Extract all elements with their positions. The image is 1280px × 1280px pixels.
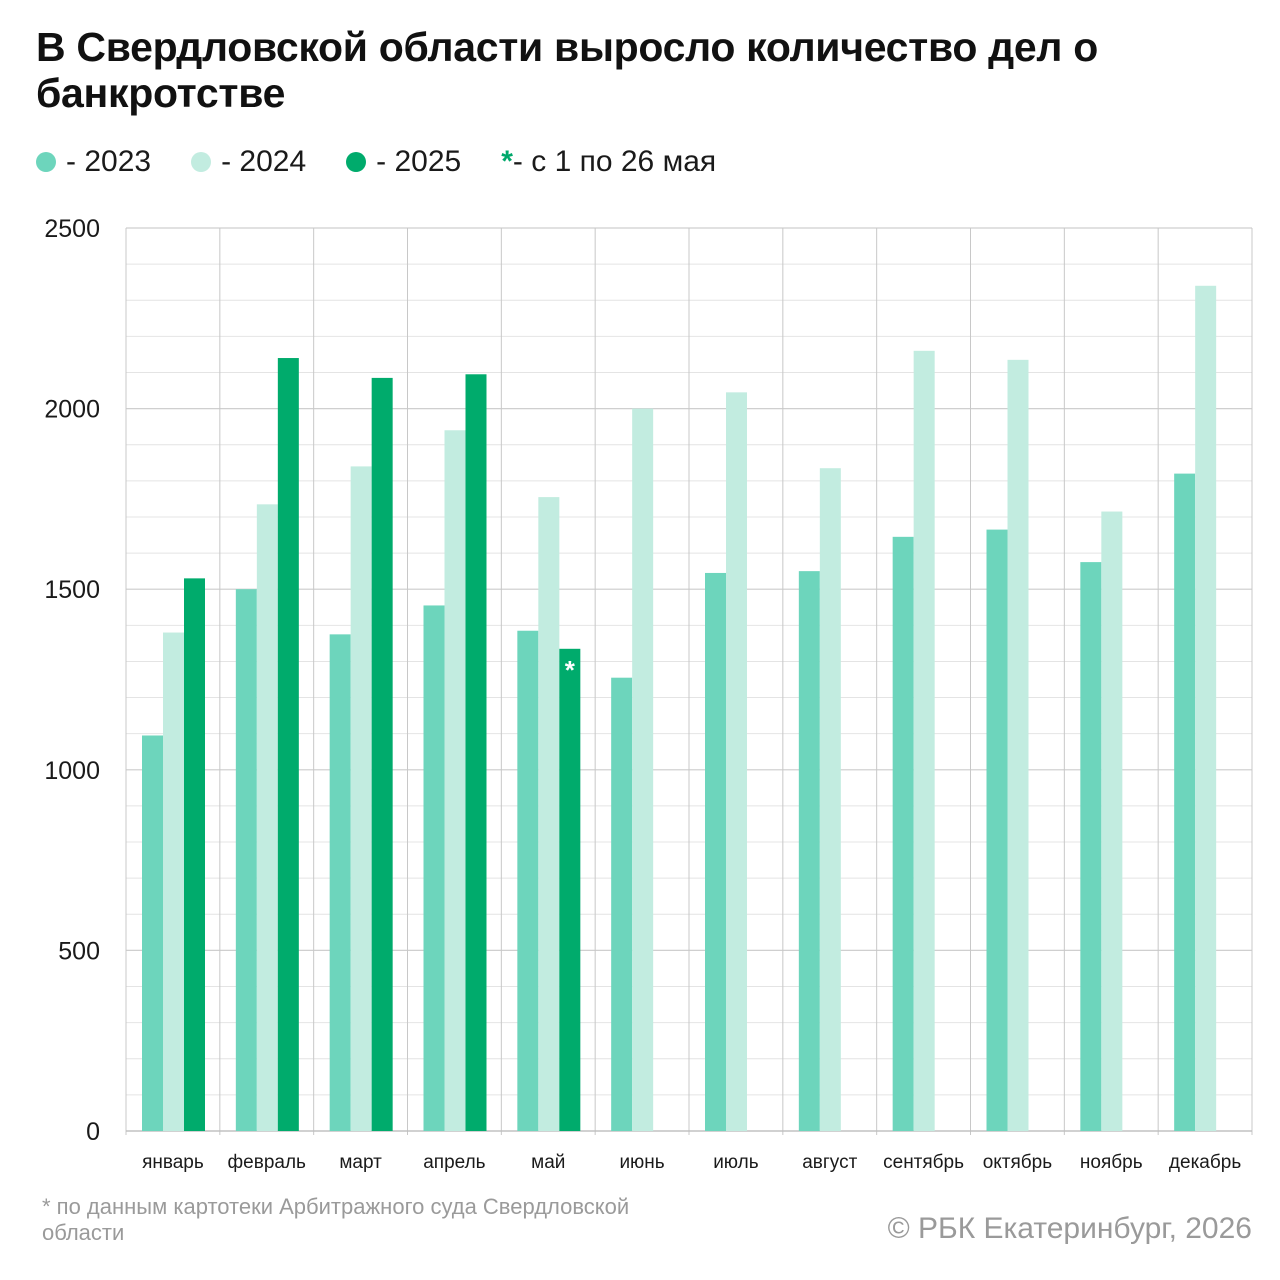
bar [350, 466, 372, 1132]
legend-swatch-2023 [36, 152, 56, 172]
bar [444, 430, 466, 1132]
bar [277, 358, 299, 1132]
y-tick-label: 2000 [44, 396, 100, 424]
bar [726, 392, 747, 1131]
bar [1195, 285, 1217, 1131]
legend-note-star: * [501, 145, 513, 178]
bar [986, 529, 1008, 1131]
bar [611, 677, 633, 1131]
bar-annotation: * [565, 655, 576, 685]
legend-note: * - с 1 по 26 мая [501, 145, 716, 179]
bar [256, 504, 278, 1131]
y-tick-label: 0 [86, 1118, 100, 1146]
y-tick-label: 1500 [44, 576, 100, 604]
bar [798, 571, 820, 1131]
legend-item-2023: - 2023 [36, 145, 151, 179]
bar [235, 589, 257, 1131]
footnote: * по данным картотеки Арбитражного суда … [42, 1194, 630, 1245]
legend-item-2024: - 2024 [191, 145, 306, 179]
x-tick-label: август [802, 1152, 857, 1173]
bar [142, 735, 163, 1131]
bar [1174, 473, 1196, 1132]
y-tick-label: 2500 [44, 215, 100, 243]
bar [517, 630, 539, 1131]
legend-label-2023: - 2023 [66, 145, 152, 178]
bar [559, 648, 581, 1131]
x-tick-label: сентябрь [883, 1152, 964, 1173]
legend: - 2023 - 2024 - 2025 * - с 1 по 26 мая [36, 140, 716, 184]
legend-label-2024: - 2024 [221, 145, 307, 178]
legend-swatch-2024 [191, 152, 212, 172]
bar [465, 374, 487, 1131]
x-tick-label: ноябрь [1080, 1152, 1143, 1173]
bar [1007, 359, 1029, 1131]
bar [892, 536, 914, 1131]
bar [705, 572, 726, 1131]
x-tick-label: октябрь [983, 1152, 1053, 1173]
legend-item-2025: - 2025 [346, 145, 461, 179]
x-tick-label: июль [713, 1152, 759, 1173]
x-tick-label: январь [142, 1152, 204, 1173]
y-tick-label: 500 [58, 937, 100, 965]
bar [184, 578, 205, 1131]
y-tick-label: 1000 [44, 757, 100, 785]
bar [819, 468, 841, 1131]
x-tick-label: май [531, 1152, 565, 1173]
legend-swatch-2025 [346, 152, 367, 172]
bar [423, 605, 445, 1131]
legend-label-2025: - 2025 [376, 145, 462, 178]
legend-note-text: - с 1 по 26 мая [512, 145, 717, 178]
bar [913, 350, 935, 1132]
x-tick-label: март [339, 1152, 382, 1173]
x-tick-label: апрель [423, 1152, 485, 1173]
bar [163, 632, 184, 1131]
copyright: © РБК Екатеринбург, 2026 [887, 1212, 1252, 1245]
x-tick-label: февраль [228, 1152, 307, 1173]
x-tick-label: июнь [619, 1152, 664, 1173]
bar [632, 408, 654, 1132]
chart-title: В Свердловской области выросло количеств… [36, 24, 1098, 116]
bar [1080, 562, 1102, 1131]
bar [538, 497, 560, 1131]
bar [371, 377, 393, 1131]
bar [1101, 511, 1123, 1131]
x-tick-label: декабрь [1169, 1152, 1241, 1173]
bar [329, 634, 351, 1131]
